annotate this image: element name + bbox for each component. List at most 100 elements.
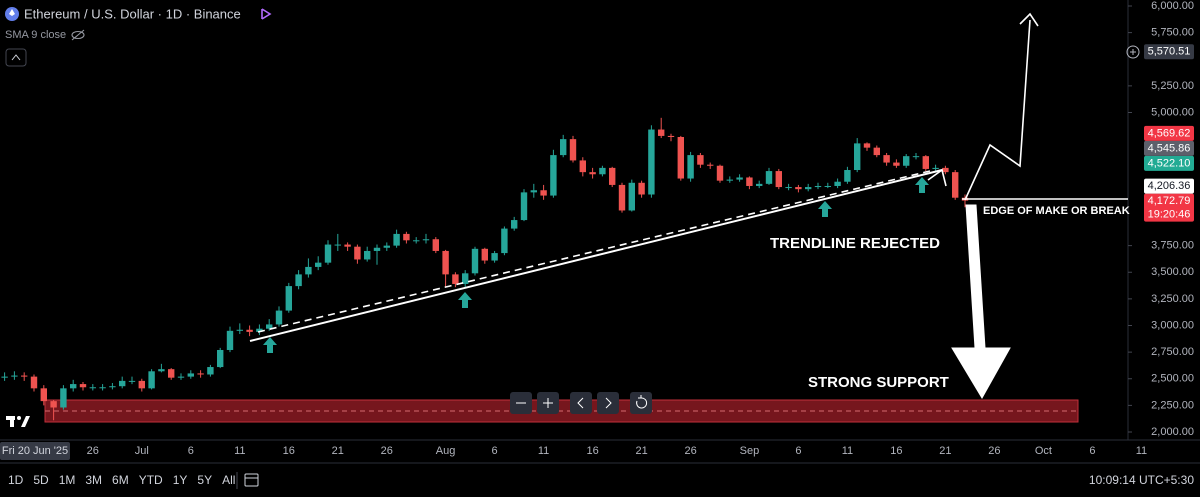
reject-arrow [927, 168, 947, 187]
range-button[interactable]: 3M [85, 473, 102, 487]
candle-body [11, 375, 18, 377]
add-alert-button[interactable] [1126, 45, 1140, 59]
candle-body [707, 164, 714, 166]
candle-body [560, 139, 567, 156]
price-label: 4,206.36 [1148, 180, 1191, 192]
candle-body [413, 240, 420, 242]
candle-body [138, 380, 145, 389]
crosshair-date-box [0, 442, 70, 460]
candle-body [873, 147, 880, 156]
countdown: 19:20:46 [1148, 209, 1191, 221]
price-label: 5,570.51 [1148, 46, 1191, 58]
range-button[interactable]: YTD [139, 473, 163, 487]
visibility-icon[interactable] [71, 29, 85, 41]
candle-body [217, 349, 224, 368]
down-arrow [951, 204, 1011, 399]
candle-body [883, 155, 890, 163]
x-tick-label: 16 [586, 445, 598, 457]
range-button[interactable]: 1D [8, 473, 24, 487]
symbol-title[interactable]: Ethereum / U.S. Dollar · 1D · Binance [24, 6, 241, 21]
candle-body [903, 156, 910, 166]
candle-body [540, 190, 547, 196]
candle-body [765, 171, 773, 184]
candle-body [805, 187, 812, 190]
candle-body [295, 274, 302, 287]
candle-body [599, 167, 606, 175]
candle-body [236, 329, 243, 331]
y-tick-label: 2,250.00 [1151, 399, 1194, 411]
candle-body [736, 177, 743, 180]
candle-body [462, 273, 469, 284]
candle-body [60, 388, 67, 408]
support-zone [44, 399, 1079, 423]
candle-body [658, 129, 665, 136]
candle-body [1, 376, 8, 378]
annotation: EDGE OF MAKE OR BREAK [983, 205, 1130, 217]
candle-body [628, 182, 635, 211]
candle-body [354, 246, 361, 260]
candle-body [638, 182, 645, 195]
collapse-button[interactable] [5, 48, 27, 67]
y-tick-label: 5,250.00 [1151, 80, 1194, 92]
candle-body [364, 250, 371, 260]
candle-body [432, 239, 439, 251]
price-label: 4,545.86 [1148, 142, 1191, 154]
range-button[interactable]: 1M [59, 473, 76, 487]
candle-body [746, 177, 753, 186]
candle-body [109, 386, 116, 388]
candle-body [579, 160, 586, 173]
drawings [249, 12, 1128, 399]
forecast-up-arrowhead [1019, 12, 1039, 27]
x-tick-label: 26 [381, 445, 393, 457]
candle-body [197, 373, 204, 375]
candle-body [177, 376, 185, 378]
range-button[interactable]: All [222, 473, 235, 487]
candle-body [697, 155, 704, 165]
candle-body [687, 155, 694, 179]
bounce-arrow [263, 337, 277, 353]
candle-body [775, 171, 782, 188]
scroll-left-button[interactable] [570, 392, 592, 414]
price-label: 4,172.79 [1148, 195, 1191, 207]
candle-body [256, 328, 263, 332]
scroll-right-button[interactable] [597, 392, 619, 414]
reset-button[interactable] [630, 392, 652, 414]
x-tick-label: 26 [988, 445, 1000, 457]
x-tick-label: 16 [890, 445, 902, 457]
date-range-icon[interactable] [236, 472, 259, 489]
range-button[interactable]: 5Y [197, 473, 212, 487]
candle-body [315, 262, 322, 267]
candle-body [30, 376, 38, 389]
candle-body [305, 266, 312, 275]
candle-body [334, 244, 341, 246]
scroll-left-icon [577, 397, 584, 409]
candle-body [501, 228, 508, 254]
x-tick-label: 6 [795, 445, 801, 457]
zoom-controls [510, 392, 652, 414]
indicator-label[interactable]: SMA 9 close [5, 29, 66, 41]
candle-body [403, 233, 410, 241]
x-tick-label: 11 [1136, 445, 1147, 457]
y-tick-label: 2,000.00 [1151, 426, 1194, 438]
share-icon[interactable] [261, 8, 272, 20]
range-button[interactable]: 1Y [173, 473, 188, 487]
y-tick-label: 3,500.00 [1151, 266, 1194, 278]
candle-body [324, 244, 332, 263]
candle-body [667, 135, 675, 137]
candle-body [471, 248, 479, 274]
candle-body [50, 401, 57, 408]
candle-body [648, 129, 655, 195]
candle-body [266, 324, 273, 329]
zoom-in-icon [543, 398, 553, 408]
candles [1, 117, 969, 421]
scroll-right-icon [605, 397, 612, 409]
candle-body [530, 190, 537, 193]
range-button[interactable]: 5D [33, 473, 49, 487]
price-label-box [1144, 193, 1194, 222]
x-tick-label: Sep [740, 445, 760, 457]
x-tick-label: 21 [332, 445, 344, 457]
candle-body [275, 310, 283, 325]
candle-body [511, 220, 518, 229]
range-button[interactable]: 6M [112, 473, 129, 487]
